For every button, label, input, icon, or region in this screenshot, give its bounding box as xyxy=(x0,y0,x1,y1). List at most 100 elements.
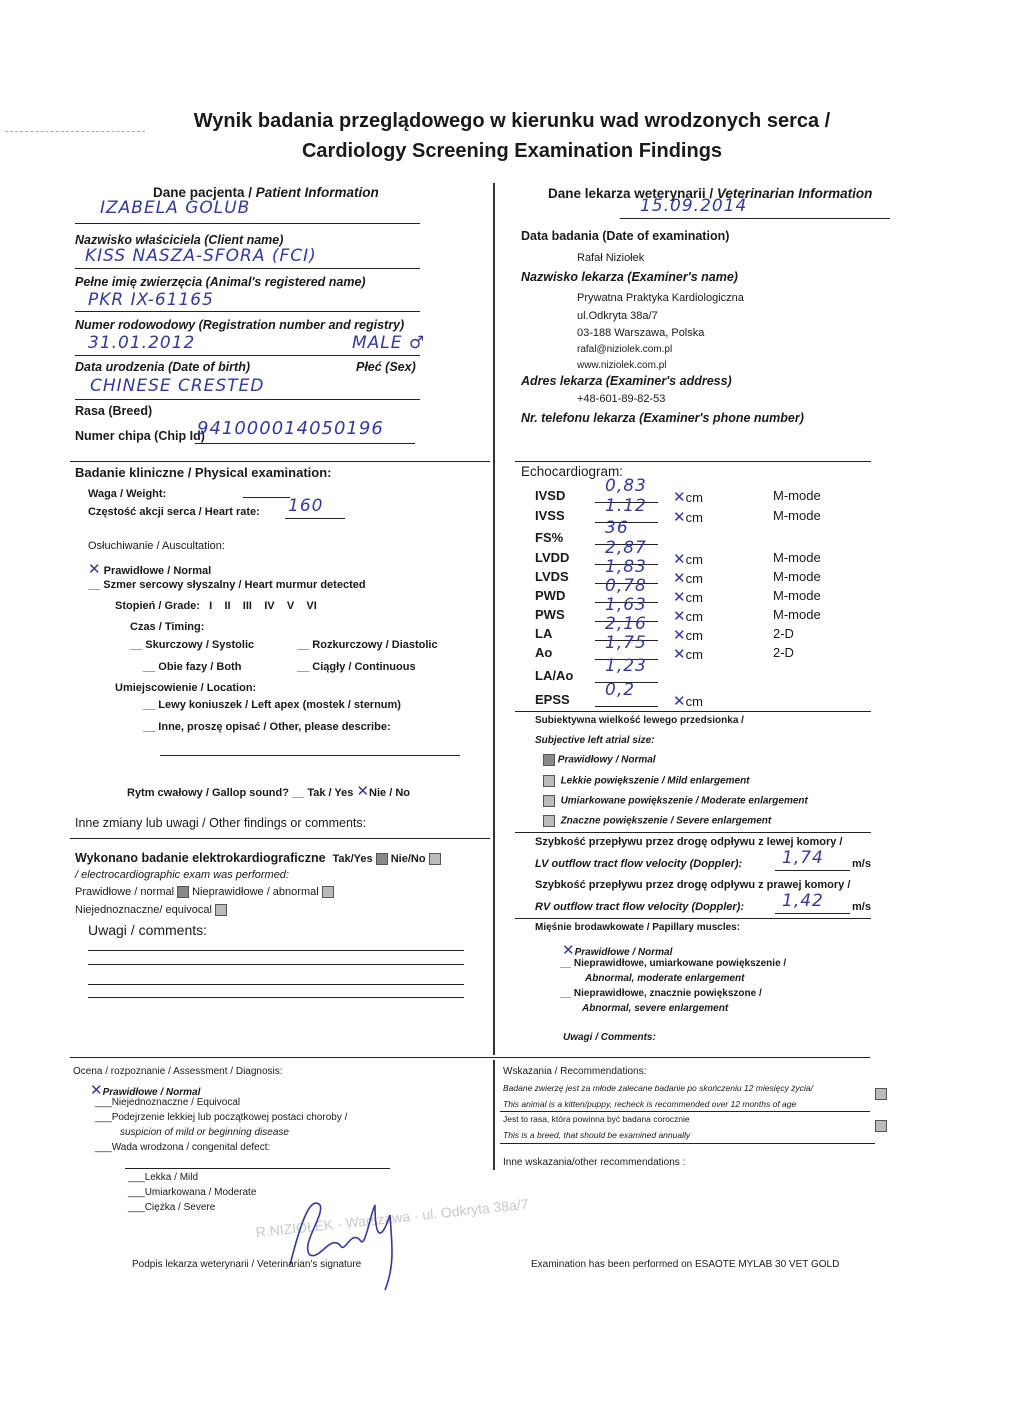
echo-mode: M-mode xyxy=(773,508,821,523)
field-line xyxy=(195,443,415,444)
x-mark-icon: ✕ xyxy=(88,560,101,578)
x-mark-icon: ✕ xyxy=(673,488,686,506)
dob-value: 31.01.2012 xyxy=(88,333,196,353)
comment-line xyxy=(88,950,464,951)
ecg-abnormal-checkbox[interactable] xyxy=(321,886,334,899)
la-mild-checkbox[interactable] xyxy=(543,775,555,787)
annual-checkbox[interactable] xyxy=(875,1120,887,1132)
ecg-equivocal-checkbox[interactable] xyxy=(214,904,227,917)
echo-label: LA xyxy=(535,626,553,641)
echo-value: 0,83 xyxy=(605,476,647,496)
rv-unit: m/s xyxy=(852,901,871,913)
lv-label-pl: Szybkość przepływu przez drogę odpływu z… xyxy=(535,836,843,848)
echo-value-line xyxy=(595,640,658,641)
field-line xyxy=(125,1168,390,1169)
echo-value-line xyxy=(595,682,658,683)
equipment-note: Examination has been performed on ESAOTE… xyxy=(531,1259,840,1270)
field-line xyxy=(285,518,345,519)
vet-heading: Dane lekarza weterynarii / Veterinarian … xyxy=(548,186,873,201)
left-apex-option: __ Lewy koniuszek / Left apex (mostek / … xyxy=(143,699,401,711)
pap-severe-option: __ Nieprawidłowe, znacznie powiększone / xyxy=(560,988,762,999)
echo-unit: ✕cm xyxy=(673,588,703,606)
ecg-normal-checkbox[interactable] xyxy=(177,886,190,899)
address-line: 03-188 Warszawa, Polska xyxy=(577,327,705,339)
heart-rate-label: Częstość akcji serca / Heart rate: xyxy=(88,506,260,518)
column-divider xyxy=(493,463,495,1055)
echo-label: FS% xyxy=(535,530,564,545)
echo-value: 1.12 xyxy=(605,496,647,516)
echo-value-line xyxy=(595,621,658,622)
echo-label: LVDD xyxy=(535,550,570,565)
section-rule xyxy=(515,832,871,833)
both-option: __ Obie fazy / Both xyxy=(143,661,242,673)
echo-value-line xyxy=(595,502,658,503)
echo-heading: Echocardiogram: xyxy=(521,464,624,479)
continuous-option: __ Ciągły / Continuous xyxy=(297,661,416,673)
pap-severe-en: Abnormal, severe enlargement xyxy=(582,1003,729,1014)
x-mark-icon: ✕ xyxy=(673,569,686,587)
lv-label-en: LV outflow tract flow velocity (Doppler)… xyxy=(535,858,743,870)
echo-unit: ✕cm xyxy=(673,550,703,568)
recommendations-label: Wskazania / Recommendations: xyxy=(503,1066,647,1077)
ecg-label-en: / electrocardiographic exam was performe… xyxy=(75,869,289,881)
echo-value-line xyxy=(595,659,658,660)
ecg-no-checkbox[interactable] xyxy=(428,853,441,866)
field-line xyxy=(775,913,850,914)
echo-value: 2,87 xyxy=(605,538,647,558)
other-recommendations: Inne wskazania/other recommendations : xyxy=(503,1157,686,1168)
murmur-option: __ Szmer sercowy słyszalny / Heart murmu… xyxy=(88,579,366,591)
x-mark-icon: ✕ xyxy=(673,550,686,568)
severity-mild: ___Lekka / Mild xyxy=(128,1172,199,1183)
la-option-mild: Lekkie powiększenie / Mild enlargement xyxy=(540,775,750,787)
field-line xyxy=(620,218,890,219)
comment-line xyxy=(88,984,464,985)
field-line xyxy=(75,268,420,269)
echo-mode: M-mode xyxy=(773,488,821,503)
x-mark-icon: ✕ xyxy=(673,692,686,710)
comments-label: Uwagi / comments: xyxy=(88,922,208,938)
ecg-result-row: Prawidłowe / normal Nieprawidłowe / abno… xyxy=(75,886,334,899)
pap-normal-option: ✕Prawidłowe / Normal xyxy=(562,941,673,959)
la-normal-checkbox[interactable] xyxy=(543,754,555,766)
section-rule xyxy=(500,1143,875,1144)
echo-unit: ✕cm xyxy=(673,692,703,710)
weight-label: Waga / Weight: xyxy=(88,488,167,500)
echo-unit: ✕cm xyxy=(673,607,703,625)
la-option-moderate: Umiarkowane powiększenie / Moderate enla… xyxy=(540,795,808,807)
animal-name-value: KISS NASZA-SFORA (FCI) xyxy=(85,246,317,266)
field-line xyxy=(75,399,420,400)
document-title: Wynik badania przeglądowego w kierunku w… xyxy=(193,110,831,132)
animal-name-label: Pełne imię zwierzęcia (Animal's register… xyxy=(75,275,366,289)
assessment-suspicion-en: suspicion of mild or beginning disease xyxy=(120,1127,289,1138)
assessment-equivocal: ___Niejednoznaczne / Equivocal xyxy=(95,1097,241,1108)
x-mark-icon: ✕ xyxy=(90,1081,103,1099)
severity-moderate: ___Umiarkowana / Moderate xyxy=(128,1187,257,1198)
la-severe-checkbox[interactable] xyxy=(543,815,555,827)
section-rule xyxy=(515,918,871,919)
la-option-normal: Prawidłowy / Normal xyxy=(540,754,656,766)
echo-value: 1,23 xyxy=(605,656,647,676)
ecg-equivocal-row: Niejednoznaczne/ equivocal xyxy=(75,904,227,917)
echo-value-line xyxy=(595,544,658,545)
vet-name-label: Nazwisko lekarza (Examiner's name) xyxy=(521,270,738,284)
echo-label: EPSS xyxy=(535,692,570,707)
field-line xyxy=(775,870,850,871)
breed-label: Rasa (Breed) xyxy=(75,404,153,418)
echo-unit: ✕cm xyxy=(673,569,703,587)
timing-label: Czas / Timing: xyxy=(130,621,205,633)
echo-mode: M-mode xyxy=(773,588,821,603)
la-size-label-en: Subjective left atrial size: xyxy=(535,735,655,746)
rv-value: 1,42 xyxy=(782,891,824,911)
grade-row: Stopień / Grade: I II III IV V VI xyxy=(115,600,317,612)
gallop-row: Rytm cwałowy / Gallop sound? __ Tak / Ye… xyxy=(127,782,410,800)
kitten-checkbox[interactable] xyxy=(875,1088,887,1100)
echo-value-line xyxy=(595,564,658,565)
vet-name-value: Rafał Niziołek xyxy=(577,252,645,264)
ecg-yes-checkbox[interactable] xyxy=(375,853,388,866)
section-rule xyxy=(515,461,871,462)
address-line: ul.Odkryta 38a/7 xyxy=(577,310,658,322)
echo-label: LA/Ao xyxy=(535,668,574,683)
pap-moderate-en: Abnormal, moderate enlargement xyxy=(585,973,745,984)
la-moderate-checkbox[interactable] xyxy=(543,795,555,807)
echo-value: 2,16 xyxy=(605,614,647,634)
